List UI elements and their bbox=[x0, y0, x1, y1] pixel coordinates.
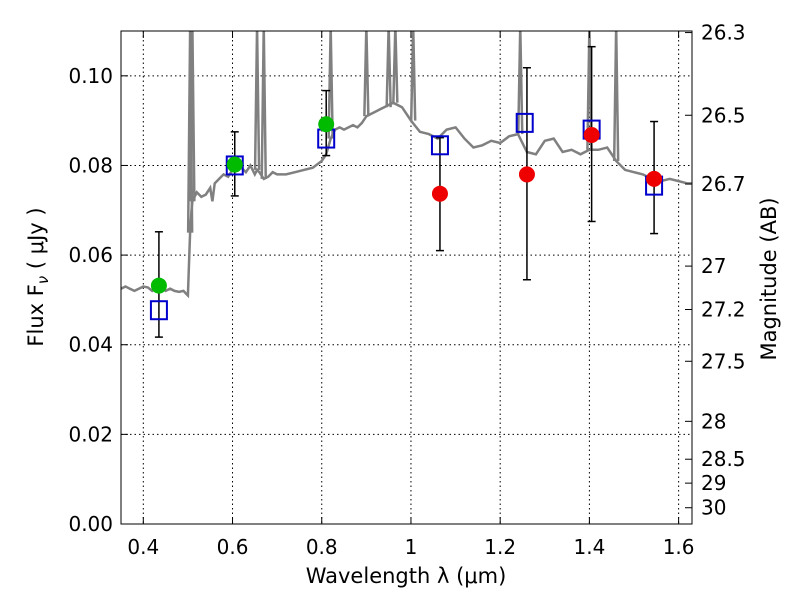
x-tick-label: 1.6 bbox=[663, 535, 695, 559]
y2-tick-label: 29 bbox=[701, 471, 726, 495]
y-tick-label: 0.04 bbox=[68, 333, 113, 357]
x-tick-labels: 0.4 0.6 0.8 1 1.2 1.4 1.6 bbox=[127, 535, 694, 559]
y2-tick-label: 28 bbox=[701, 409, 726, 433]
spectrum-emission-spike bbox=[260, 31, 267, 179]
x-tick-label: 1.2 bbox=[484, 535, 516, 559]
y2-tick-label: 27 bbox=[701, 254, 726, 278]
model-points bbox=[149, 112, 664, 321]
x-tick-label: 0.8 bbox=[306, 535, 338, 559]
y-tick-label: 0.08 bbox=[68, 153, 113, 177]
y2-tick-label: 26.5 bbox=[701, 103, 746, 127]
observed-points bbox=[150, 116, 663, 294]
y-tick-label: 0.10 bbox=[68, 64, 113, 88]
spectrum-emission-spike bbox=[189, 31, 196, 202]
spectrum-emission-spike bbox=[409, 31, 417, 121]
observed-point bbox=[518, 166, 535, 183]
spectrum-emission-spike bbox=[327, 31, 334, 139]
errorbars bbox=[154, 45, 659, 338]
y-axis-label: Flux Fν ( μJy ) bbox=[24, 207, 52, 346]
y-tick-labels: 0.00 0.02 0.04 0.06 0.08 0.10 bbox=[68, 64, 113, 536]
spectrum-line bbox=[121, 101, 692, 299]
grid-lines bbox=[121, 31, 692, 525]
observed-point bbox=[583, 126, 600, 143]
y-tick-label: 0.02 bbox=[68, 422, 113, 446]
spectrum-emission-spike bbox=[517, 31, 524, 135]
y2-tick-label: 27.5 bbox=[701, 349, 746, 373]
y2-tick-label: 30 bbox=[701, 496, 726, 520]
y-axis-label-sub: ν bbox=[34, 276, 52, 284]
model-point-box bbox=[515, 112, 534, 133]
observed-point bbox=[431, 185, 448, 202]
plot-frame bbox=[120, 30, 693, 525]
observed-point bbox=[646, 170, 663, 187]
y-axis-label-unit: ( μJy ) bbox=[24, 207, 48, 275]
y2-tick-label: 26.7 bbox=[701, 172, 746, 196]
spectrum-emission-spike bbox=[253, 31, 261, 170]
observed-point bbox=[150, 277, 167, 294]
observed-point bbox=[226, 156, 243, 173]
model-point-box bbox=[225, 155, 244, 176]
x-axis-label: Wavelength λ (μm) bbox=[306, 564, 507, 588]
spectrum-emission-spike bbox=[612, 31, 620, 161]
axis-ticks bbox=[121, 31, 692, 525]
spectrum-emission-spike bbox=[363, 31, 370, 117]
model-point-box bbox=[430, 135, 449, 156]
observed-point bbox=[318, 116, 335, 133]
y2-tick-label: 28.5 bbox=[701, 447, 746, 471]
y2-tick-label: 26.3 bbox=[701, 21, 746, 45]
x-tick-label: 1.4 bbox=[573, 535, 605, 559]
y2-axis-label: Magnitude (AB) bbox=[757, 197, 781, 360]
spectrum-series bbox=[121, 31, 692, 299]
spectrum-emission-spike bbox=[385, 31, 392, 108]
x-tick-label: 0.4 bbox=[127, 535, 159, 559]
x-tick-label: 0.6 bbox=[217, 535, 249, 559]
model-point-box bbox=[149, 300, 168, 321]
x-tick-label: 1 bbox=[405, 535, 418, 559]
spectrum-emission-spike bbox=[392, 31, 399, 103]
spectrum-emission-spike bbox=[586, 31, 593, 150]
y-tick-label: 0.06 bbox=[68, 243, 113, 267]
y2-tick-label: 27.2 bbox=[701, 297, 746, 321]
y-tick-label: 0.00 bbox=[68, 512, 113, 536]
y-axis-label-main: Flux F bbox=[24, 284, 48, 346]
